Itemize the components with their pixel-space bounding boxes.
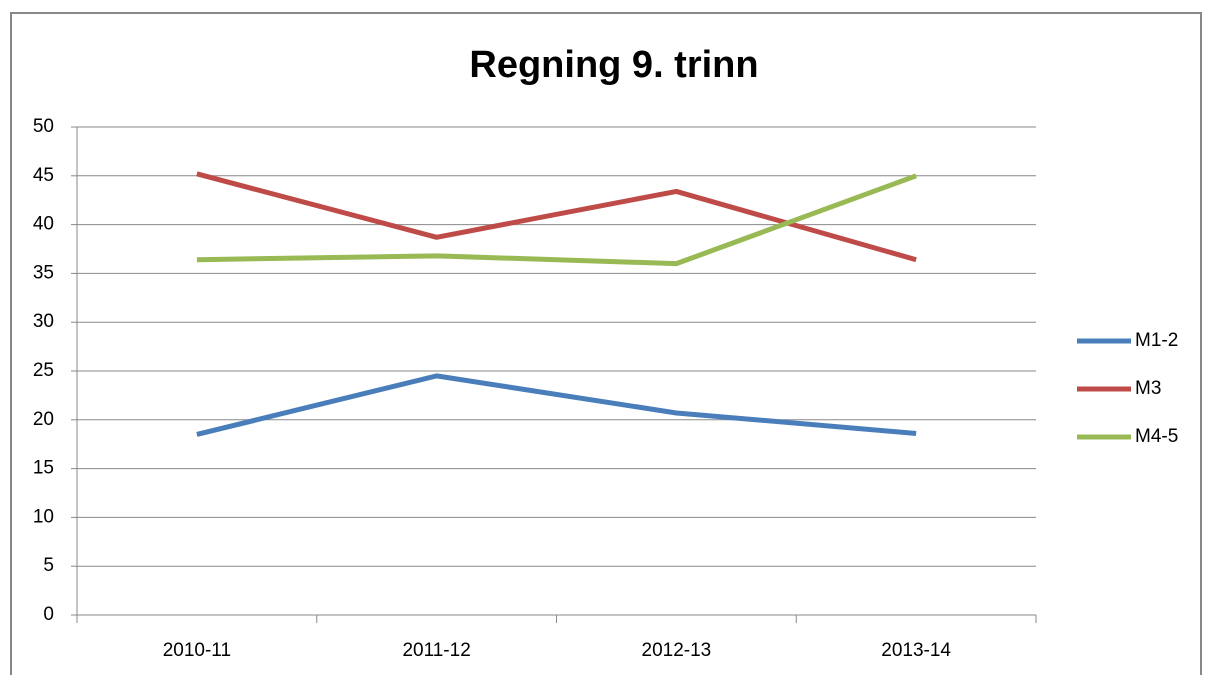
y-tick-label: 50 <box>33 116 54 137</box>
x-tick-label: 2011-12 <box>402 640 470 661</box>
y-tick-label: 20 <box>33 409 54 430</box>
legend-label: M1-2 <box>1135 330 1178 351</box>
y-tick-label: 30 <box>33 311 54 332</box>
y-tick-label: 10 <box>33 506 54 527</box>
series-line <box>196 173 917 267</box>
chart-title: Regning 9. trinn <box>469 44 758 86</box>
y-tick-label: 5 <box>43 555 54 576</box>
legend-label: M3 <box>1135 378 1161 399</box>
x-tick-label: 2012-13 <box>642 640 712 661</box>
y-tick-label: 35 <box>33 262 54 283</box>
y-tick-label: 15 <box>33 458 54 479</box>
x-tick-label: 2013-14 <box>881 640 951 661</box>
series-line <box>196 171 917 263</box>
y-tick-label: 45 <box>33 165 54 186</box>
x-tick-label: 2010-11 <box>163 640 231 661</box>
legend-label: M4-5 <box>1135 426 1178 447</box>
y-tick-label: 25 <box>33 360 54 381</box>
chart-frame <box>10 12 1202 675</box>
y-tick-label: 0 <box>43 604 54 625</box>
y-tick-label: 40 <box>33 214 54 235</box>
series-line <box>196 373 917 437</box>
